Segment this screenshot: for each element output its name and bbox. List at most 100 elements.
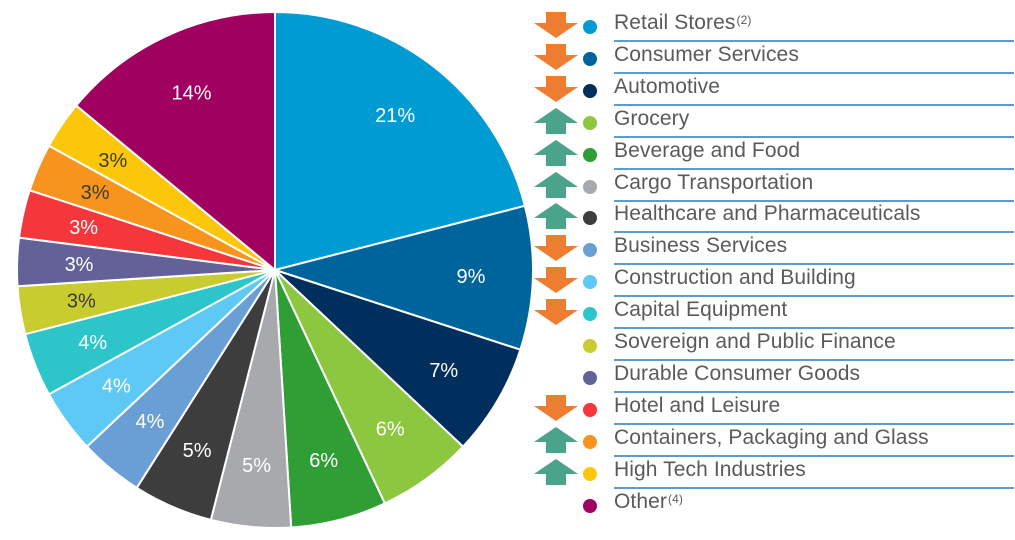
pie-slice (74, 10, 276, 273)
legend-item: Grocery (530, 106, 1014, 138)
pie-slice-label: 9% (457, 266, 486, 288)
legend-item: Containers, Packaging and Glass (530, 425, 1014, 457)
legend-underline (614, 422, 1014, 425)
pie-slice-label: 4% (102, 375, 131, 397)
pie-slice-label: 3% (81, 182, 110, 204)
pie-slice-label: 5% (183, 440, 212, 462)
legend-marker (583, 115, 597, 130)
pie-slice-label: 3% (98, 150, 127, 172)
pie-slice-label: 4% (136, 411, 165, 433)
legend-label: Containers, Packaging and Glass (614, 426, 929, 450)
arrow-down-icon (534, 235, 578, 262)
legend-underline (614, 359, 1014, 361)
legend-label-text: Retail Stores (614, 11, 736, 34)
arrow-up-icon (534, 139, 578, 166)
legend-marker (583, 370, 597, 385)
pie-slice (271, 204, 534, 351)
legend-marker (583, 83, 597, 98)
legend-label-text: Automotive (614, 74, 721, 98)
legend-marker (583, 307, 597, 322)
legend-label-text: Hotel and Leisure (614, 393, 781, 417)
legend-label: High Tech Industries (614, 458, 806, 482)
legend-marker (583, 498, 597, 513)
legend-underline (614, 167, 1014, 170)
legend-item: Beverage and Food (530, 138, 1014, 170)
arrow-up-icon (534, 107, 578, 134)
legend-item: High Tech Industries (530, 457, 1014, 489)
legend-item: Healthcare and Pharmaceuticals (530, 201, 1014, 234)
arrow-down-icon (534, 43, 578, 70)
legend-underline (614, 263, 1014, 266)
legend-label-text: High Tech Industries (614, 457, 806, 481)
legend-label: Automotive (614, 75, 720, 99)
legend-marker (583, 275, 597, 290)
legend-marker (583, 51, 597, 66)
arrow-down-icon (534, 267, 578, 294)
legend-marker (583, 179, 597, 194)
legend-marker (583, 147, 597, 162)
pie-slice-label: 6% (309, 450, 338, 472)
legend-underline (614, 231, 1014, 234)
legend-item: Business Services (530, 233, 1014, 266)
legend-label: Durable Consumer Goods (614, 362, 860, 386)
pie-slice-label: 14% (171, 83, 211, 105)
legend-underline (614, 327, 1014, 330)
legend-item: Durable Consumer Goods (530, 361, 1014, 393)
arrow-down-icon (534, 12, 578, 38)
legend-label-text: Consumer Services (614, 42, 799, 66)
legend-footnote: (2) (736, 13, 752, 27)
legend-marker (583, 402, 597, 417)
legend-label: Consumer Services (614, 43, 799, 67)
legend-label: Sovereign and Public Finance (614, 330, 896, 354)
legend-item: Sovereign and Public Finance (530, 329, 1014, 361)
legend-footnote: (4) (668, 491, 683, 506)
legend-label: Capital Equipment (614, 298, 787, 322)
legend-label: Cargo Transportation (614, 171, 813, 195)
arrow-down-icon (534, 394, 578, 421)
pie-slice-label: 6% (376, 419, 405, 441)
pie-slice-label: 3% (65, 254, 94, 276)
legend-item: Cargo Transportation (530, 170, 1014, 202)
legend-item: Retail Stores(2) (530, 10, 1014, 42)
legend-label: Beverage and Food (614, 139, 800, 163)
legend-label-text: Grocery (614, 106, 690, 130)
arrow-up-icon (534, 426, 578, 453)
pie-slice (274, 269, 522, 449)
legend-item: Consumer Services (530, 42, 1014, 74)
legend-label: Grocery (614, 107, 689, 131)
legend-marker (583, 466, 597, 481)
legend-label: Other(4) (614, 490, 683, 514)
pie-slice-label: 4% (78, 332, 107, 354)
pie-slice-label: 3% (67, 291, 96, 313)
arrow-down-icon (534, 299, 578, 326)
legend-underline (614, 486, 1014, 489)
legend-marker (583, 20, 597, 34)
legend-label-text: Durable Consumer Goods (614, 361, 861, 385)
legend-underline (614, 71, 1014, 74)
arrow-up-icon (534, 203, 578, 230)
arrow-down-icon (534, 75, 578, 102)
pie-chart: 21%9%7%6%6%5%5%4%4%4%3%3%3%3%3%14% (16, 10, 534, 529)
legend-marker (583, 434, 597, 449)
legend-underline (614, 454, 1014, 457)
pie-slice (274, 10, 527, 272)
legend-item: Construction and Building (530, 265, 1014, 298)
pie-slice-label: 5% (242, 455, 271, 477)
legend-item: Hotel and Leisure (530, 393, 1014, 425)
legend-item: Other(4) (530, 489, 1014, 519)
pie-slice-label: 3% (69, 217, 98, 239)
legend-label-text: Beverage and Food (614, 138, 801, 162)
legend-underline (614, 135, 1014, 138)
arrow-up-icon (534, 458, 578, 485)
legend-label-text: Business Services (614, 234, 788, 258)
legend-label-text: Containers, Packaging and Glass (614, 425, 929, 449)
legend-label: Healthcare and Pharmaceuticals (614, 202, 921, 226)
legend-item: Automotive (530, 74, 1014, 106)
legend-underline (614, 295, 1014, 298)
legend-label-text: Other (614, 489, 668, 513)
legend-label: Construction and Building (614, 266, 856, 290)
legend-underline (614, 199, 1014, 202)
legend-marker (583, 339, 597, 353)
legend-label-text: Sovereign and Public Finance (614, 330, 896, 353)
